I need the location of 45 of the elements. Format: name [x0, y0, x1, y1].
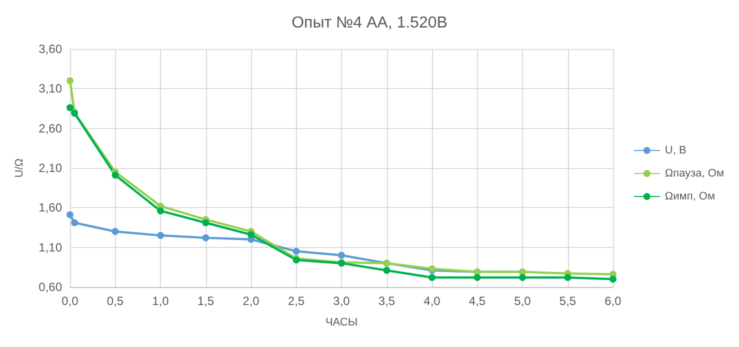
x-tick-label: 3,0	[333, 294, 350, 308]
x-tick-label: 3,5	[378, 294, 396, 308]
x-tick-label: 4,5	[468, 294, 486, 308]
x-tick-label: 5,0	[514, 294, 532, 308]
point	[474, 274, 481, 281]
point	[202, 234, 210, 242]
point	[112, 172, 119, 179]
point	[292, 248, 300, 255]
point	[66, 211, 74, 218]
y-tick-label: 2,10	[38, 161, 62, 175]
point	[66, 77, 74, 84]
y-tick-label: 3,60	[38, 42, 62, 56]
point	[248, 231, 254, 238]
x-tick-label: 2,0	[242, 294, 260, 308]
y-tick-label: 3,10	[38, 82, 62, 96]
point	[610, 276, 616, 283]
point	[157, 207, 164, 214]
x-tick-label: 1,0	[152, 294, 170, 308]
x-tick-label: 1,5	[197, 294, 214, 308]
point	[202, 219, 210, 226]
point	[71, 219, 78, 226]
point	[112, 228, 119, 235]
point	[66, 104, 74, 112]
x-tick-label: 0,0	[62, 294, 79, 308]
x-tick-label: 6,0	[604, 294, 622, 308]
y-tick-label: 0,60	[38, 280, 62, 294]
point	[383, 266, 390, 274]
x-tick-label: 2,5	[288, 294, 305, 308]
point	[338, 252, 345, 259]
point	[519, 274, 526, 281]
y-axis-title: U/Ω	[14, 158, 26, 178]
y-tick-label: 1,60	[38, 200, 62, 215]
point	[428, 274, 436, 281]
y-tick-label: 2,60	[38, 121, 62, 136]
point	[157, 232, 164, 239]
x-axis-title: ЧАСЫ	[325, 316, 358, 328]
point	[564, 274, 572, 281]
y-tick-label: 1,10	[38, 240, 62, 254]
legend-label: U, В	[664, 144, 686, 156]
legend-label: Ωпауза, Ом	[664, 168, 724, 180]
x-tick-label: 0,5	[106, 294, 124, 308]
x-tick-label: 4,0	[424, 294, 441, 308]
x-tick-label: 5,5	[559, 294, 576, 308]
chart-title: Опыт №4 AA, 1.520В	[292, 14, 448, 32]
legend-label: Ωимп, Ом	[664, 190, 716, 202]
